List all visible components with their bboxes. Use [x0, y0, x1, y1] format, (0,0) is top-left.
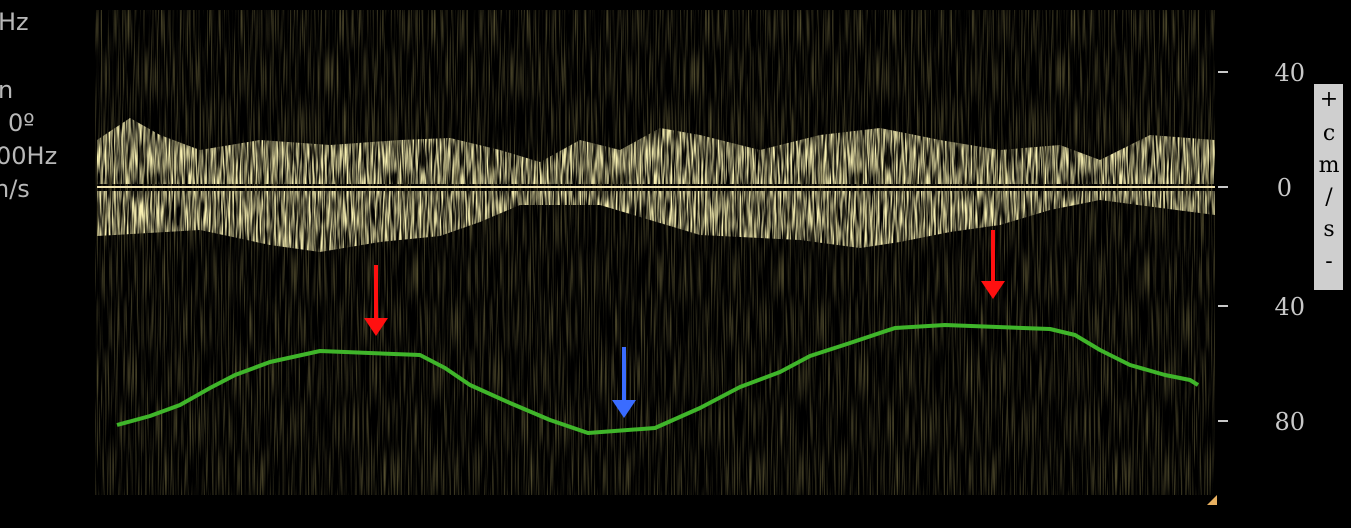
unit-char: s — [1323, 217, 1334, 242]
unit-char: c — [1323, 121, 1335, 146]
doppler-screen: Hz n 0º 00Hz n/s 40 0 40 80 + c m / s - — [0, 0, 1351, 528]
scale-label: 40 — [1274, 59, 1305, 87]
scale-label: 0 — [1277, 174, 1292, 202]
left-label: 0º — [8, 109, 35, 137]
unit-char: - — [1325, 249, 1332, 274]
left-label: n/s — [0, 175, 30, 203]
noise-field — [95, 10, 1215, 495]
left-label: 00Hz — [0, 142, 57, 170]
left-label: n — [0, 76, 13, 104]
left-label: Hz — [0, 8, 29, 36]
unit-char: + — [1320, 87, 1338, 112]
unit-char: m — [1319, 153, 1340, 178]
unit-char: / — [1325, 185, 1333, 210]
scale-label: 40 — [1274, 293, 1305, 321]
page: {"left_labels": ["Hz", "n", "0º", "00Hz"… — [0, 0, 1351, 528]
scale-label: 80 — [1274, 408, 1305, 436]
